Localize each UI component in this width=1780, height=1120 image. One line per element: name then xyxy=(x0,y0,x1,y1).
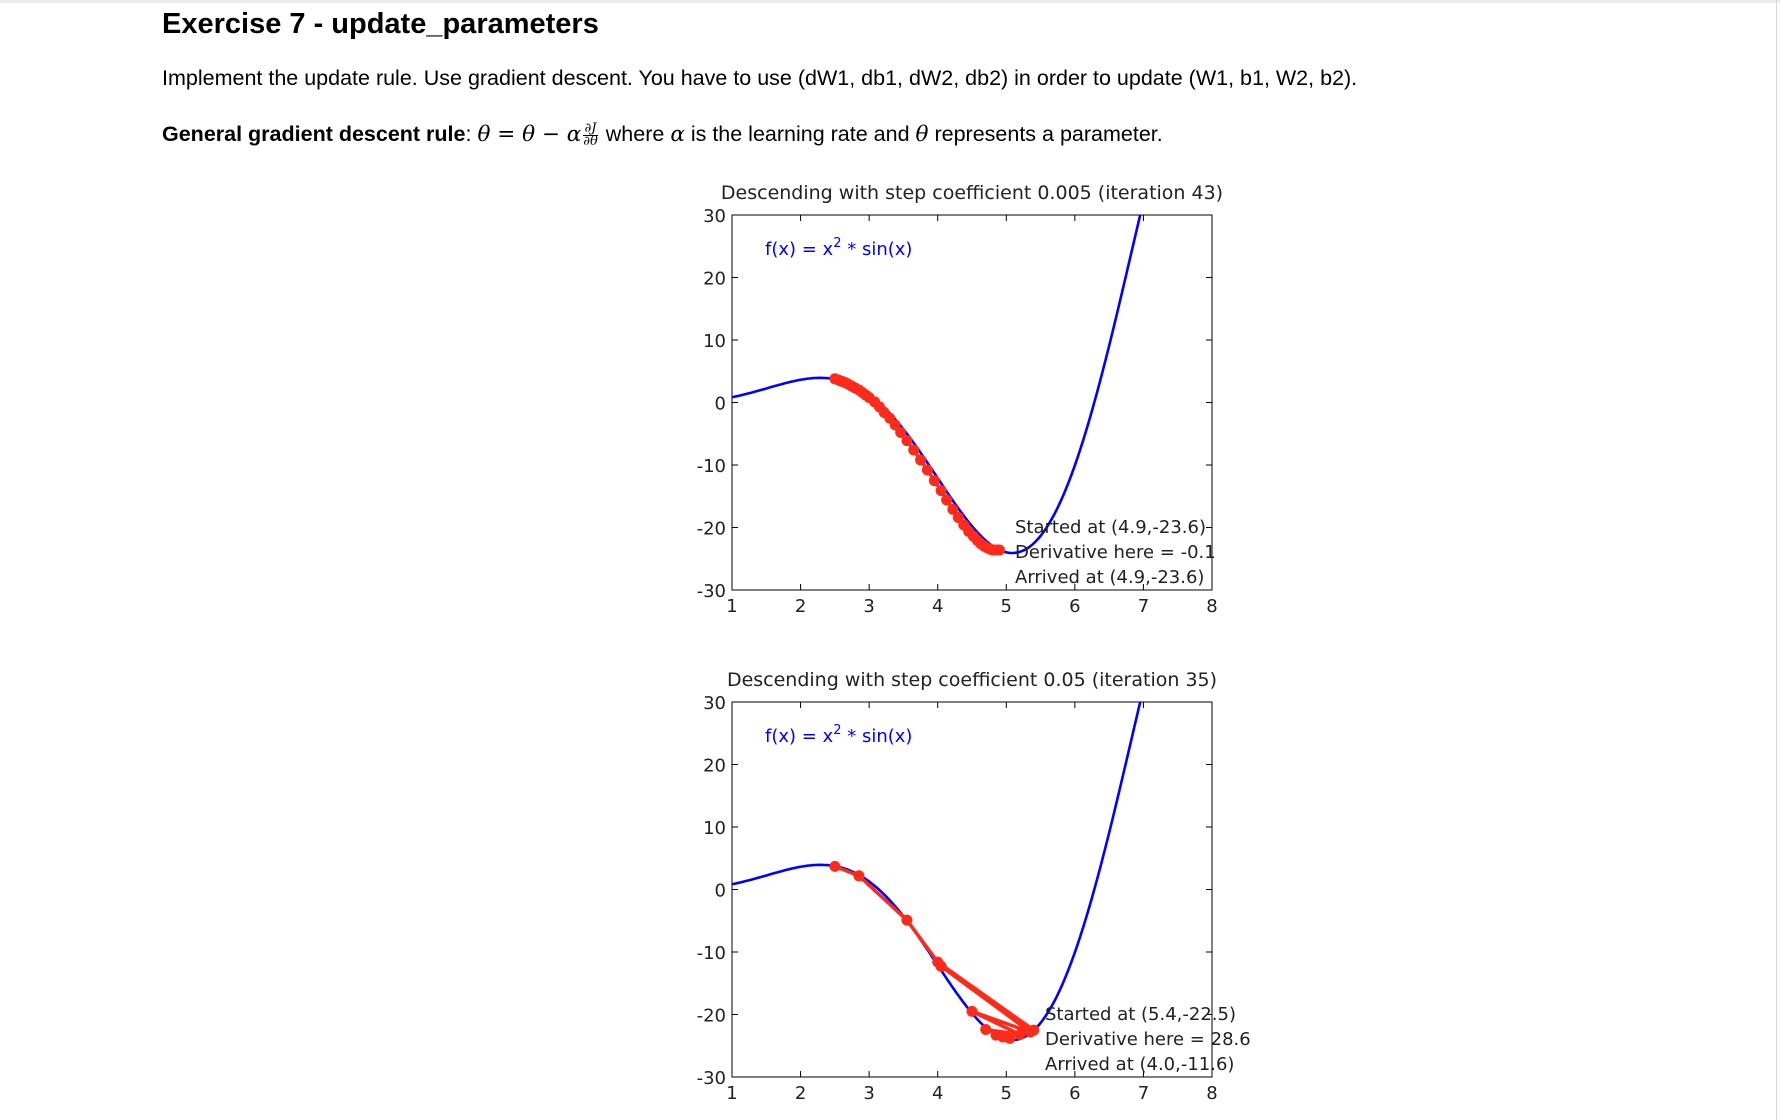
x-tick-label: 6 xyxy=(1069,1083,1080,1104)
y-tick-label: -20 xyxy=(697,519,726,540)
y-tick-label: 0 xyxy=(715,394,726,415)
y-tick-label: 20 xyxy=(703,756,726,777)
descent-point xyxy=(947,503,959,515)
y-tick-label: -10 xyxy=(697,456,726,477)
x-tick-label: 2 xyxy=(795,1083,806,1104)
descent-point xyxy=(966,1005,978,1017)
x-tick-label: 8 xyxy=(1206,1083,1217,1104)
descent-point xyxy=(829,860,841,872)
x-tick-label: 2 xyxy=(795,596,806,617)
function-label-exponent: 2 xyxy=(833,236,841,251)
descent-point xyxy=(993,544,1005,556)
x-tick-label: 6 xyxy=(1069,596,1080,617)
y-tick-label: 0 xyxy=(715,881,726,902)
descent-point xyxy=(901,435,913,447)
descent-point xyxy=(997,1031,1009,1043)
y-tick-label: 10 xyxy=(703,331,726,352)
rule-tail-text: represents a parameter. xyxy=(928,122,1163,146)
descent-point xyxy=(941,494,953,506)
descent-point xyxy=(935,485,947,497)
rule-colon: : xyxy=(465,122,478,146)
function-label-base: f(x) = x xyxy=(765,726,834,747)
descent-point xyxy=(853,870,865,882)
partial-derivative-fraction: ∂J ∂θ xyxy=(583,120,598,149)
x-tick-label: 1 xyxy=(726,1083,737,1104)
x-tick-label: 1 xyxy=(726,596,737,617)
y-tick-label: 30 xyxy=(703,693,726,714)
chart-title: Descending with step coefficient 0.005 (… xyxy=(721,182,1223,204)
x-tick-label: 4 xyxy=(932,596,943,617)
y-tick-label: -20 xyxy=(697,1006,726,1027)
x-tick-label: 5 xyxy=(1001,1083,1012,1104)
descent-point xyxy=(980,1024,992,1035)
annotation-line: Arrived at (4.9,-23.6) xyxy=(1015,567,1204,588)
x-tick-label: 3 xyxy=(863,1083,874,1104)
gradient-rule: General gradient descent rule: θ = θ − α… xyxy=(162,122,1163,148)
y-tick-label: -10 xyxy=(697,943,726,964)
x-tick-label: 8 xyxy=(1206,596,1217,617)
x-tick-label: 7 xyxy=(1138,1083,1149,1104)
descent-point xyxy=(921,464,933,476)
plot-area xyxy=(732,702,1142,1044)
rule-mid-text: is the learning rate and xyxy=(684,122,916,146)
annotation-line: Started at (5.4,-22.5) xyxy=(1045,1004,1236,1025)
function-label: f(x) = x2 * sin(x) xyxy=(765,723,912,747)
y-tick-label: -30 xyxy=(697,581,726,602)
descent-plot-bottom: Descending with step coefficient 0.05 (i… xyxy=(697,669,1251,1104)
fraction-numerator: ∂J xyxy=(583,120,598,136)
plot-area xyxy=(732,215,1142,556)
descent-point xyxy=(1024,1026,1036,1038)
rule-where: where xyxy=(599,122,671,146)
annotation-line: Derivative here = 28.6 xyxy=(1045,1029,1251,1050)
right-scrollbar-edge xyxy=(1776,0,1777,1120)
descent-path xyxy=(834,377,1000,552)
chart-title: Descending with step coefficient 0.05 (i… xyxy=(727,669,1217,691)
rule-label: General gradient descent rule xyxy=(162,122,466,146)
descent-point xyxy=(935,960,947,972)
theta-symbol: θ xyxy=(915,122,929,147)
descent-point xyxy=(915,454,927,466)
descent-point xyxy=(928,475,940,487)
page-top-edge xyxy=(0,0,1780,3)
y-tick-label: 30 xyxy=(703,206,726,227)
descent-path xyxy=(834,864,1036,1041)
y-tick-label: 20 xyxy=(703,269,726,290)
descent-point xyxy=(901,914,913,926)
annotation-line: Started at (4.9,-23.6) xyxy=(1015,517,1206,538)
descent-point xyxy=(908,444,920,456)
x-tick-label: 7 xyxy=(1138,596,1149,617)
x-tick-label: 5 xyxy=(1001,596,1012,617)
descent-point xyxy=(895,427,907,438)
instruction-text: Implement the update rule. Use gradient … xyxy=(162,66,1358,90)
function-label-tail: * sin(x) xyxy=(842,239,913,260)
annotation-line: Derivative here = -0.1 xyxy=(1015,542,1216,563)
alpha-symbol: α xyxy=(670,122,685,147)
descent-point xyxy=(1014,1029,1026,1040)
rule-equation: θ = θ − α xyxy=(477,122,582,147)
y-tick-label: 10 xyxy=(703,818,726,839)
function-label-tail: * sin(x) xyxy=(842,726,913,747)
x-tick-label: 4 xyxy=(932,1083,943,1104)
function-label: f(x) = x2 * sin(x) xyxy=(765,236,912,260)
function-label-exponent: 2 xyxy=(833,723,841,738)
exercise-title: Exercise 7 - update_parameters xyxy=(162,8,599,40)
fraction-denominator: ∂θ xyxy=(583,133,598,149)
function-label-base: f(x) = x xyxy=(765,239,834,260)
function-curve xyxy=(732,215,1142,555)
descent-plot-top: Descending with step coefficient 0.005 (… xyxy=(697,182,1224,617)
annotation-line: Arrived at (4.0,-11.6) xyxy=(1045,1054,1234,1075)
y-tick-label: -30 xyxy=(697,1068,726,1089)
x-tick-label: 3 xyxy=(863,596,874,617)
